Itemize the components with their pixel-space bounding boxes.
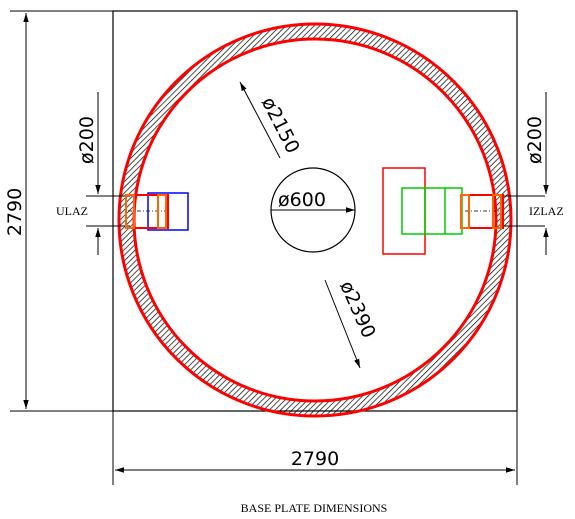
wall-ring-hatch bbox=[118, 23, 511, 417]
inlet-pipe-diameter-label: ø200 bbox=[76, 116, 98, 164]
outlet-fitting bbox=[401, 187, 463, 235]
outer-wall-circle bbox=[117, 22, 513, 418]
inlet-fitting bbox=[147, 192, 189, 231]
outlet-flange-right bbox=[492, 194, 502, 229]
outlet-chamber bbox=[382, 167, 426, 255]
inlet-label: ULAZ bbox=[56, 204, 88, 218]
outer-diameter-label: ø2390 bbox=[335, 278, 379, 342]
outlet-label: IZLAZ bbox=[529, 204, 564, 218]
drawing-caption: BASE PLATE DIMENSIONS bbox=[241, 501, 388, 515]
outlet-flange-left bbox=[460, 194, 470, 229]
outer-diameter-leader bbox=[324, 279, 361, 369]
inner-diameter-leader bbox=[239, 81, 281, 159]
plate-height-label: 2790 bbox=[4, 188, 26, 236]
plate-width-label: 2790 bbox=[291, 448, 339, 470]
inlet-flange-right bbox=[157, 194, 167, 229]
outlet-pipe-diameter-label: ø200 bbox=[524, 116, 546, 164]
opening-diameter-label: ø600 bbox=[278, 189, 326, 211]
inlet-flange-left bbox=[125, 194, 135, 229]
inner-diameter-label: ø2150 bbox=[257, 94, 304, 157]
